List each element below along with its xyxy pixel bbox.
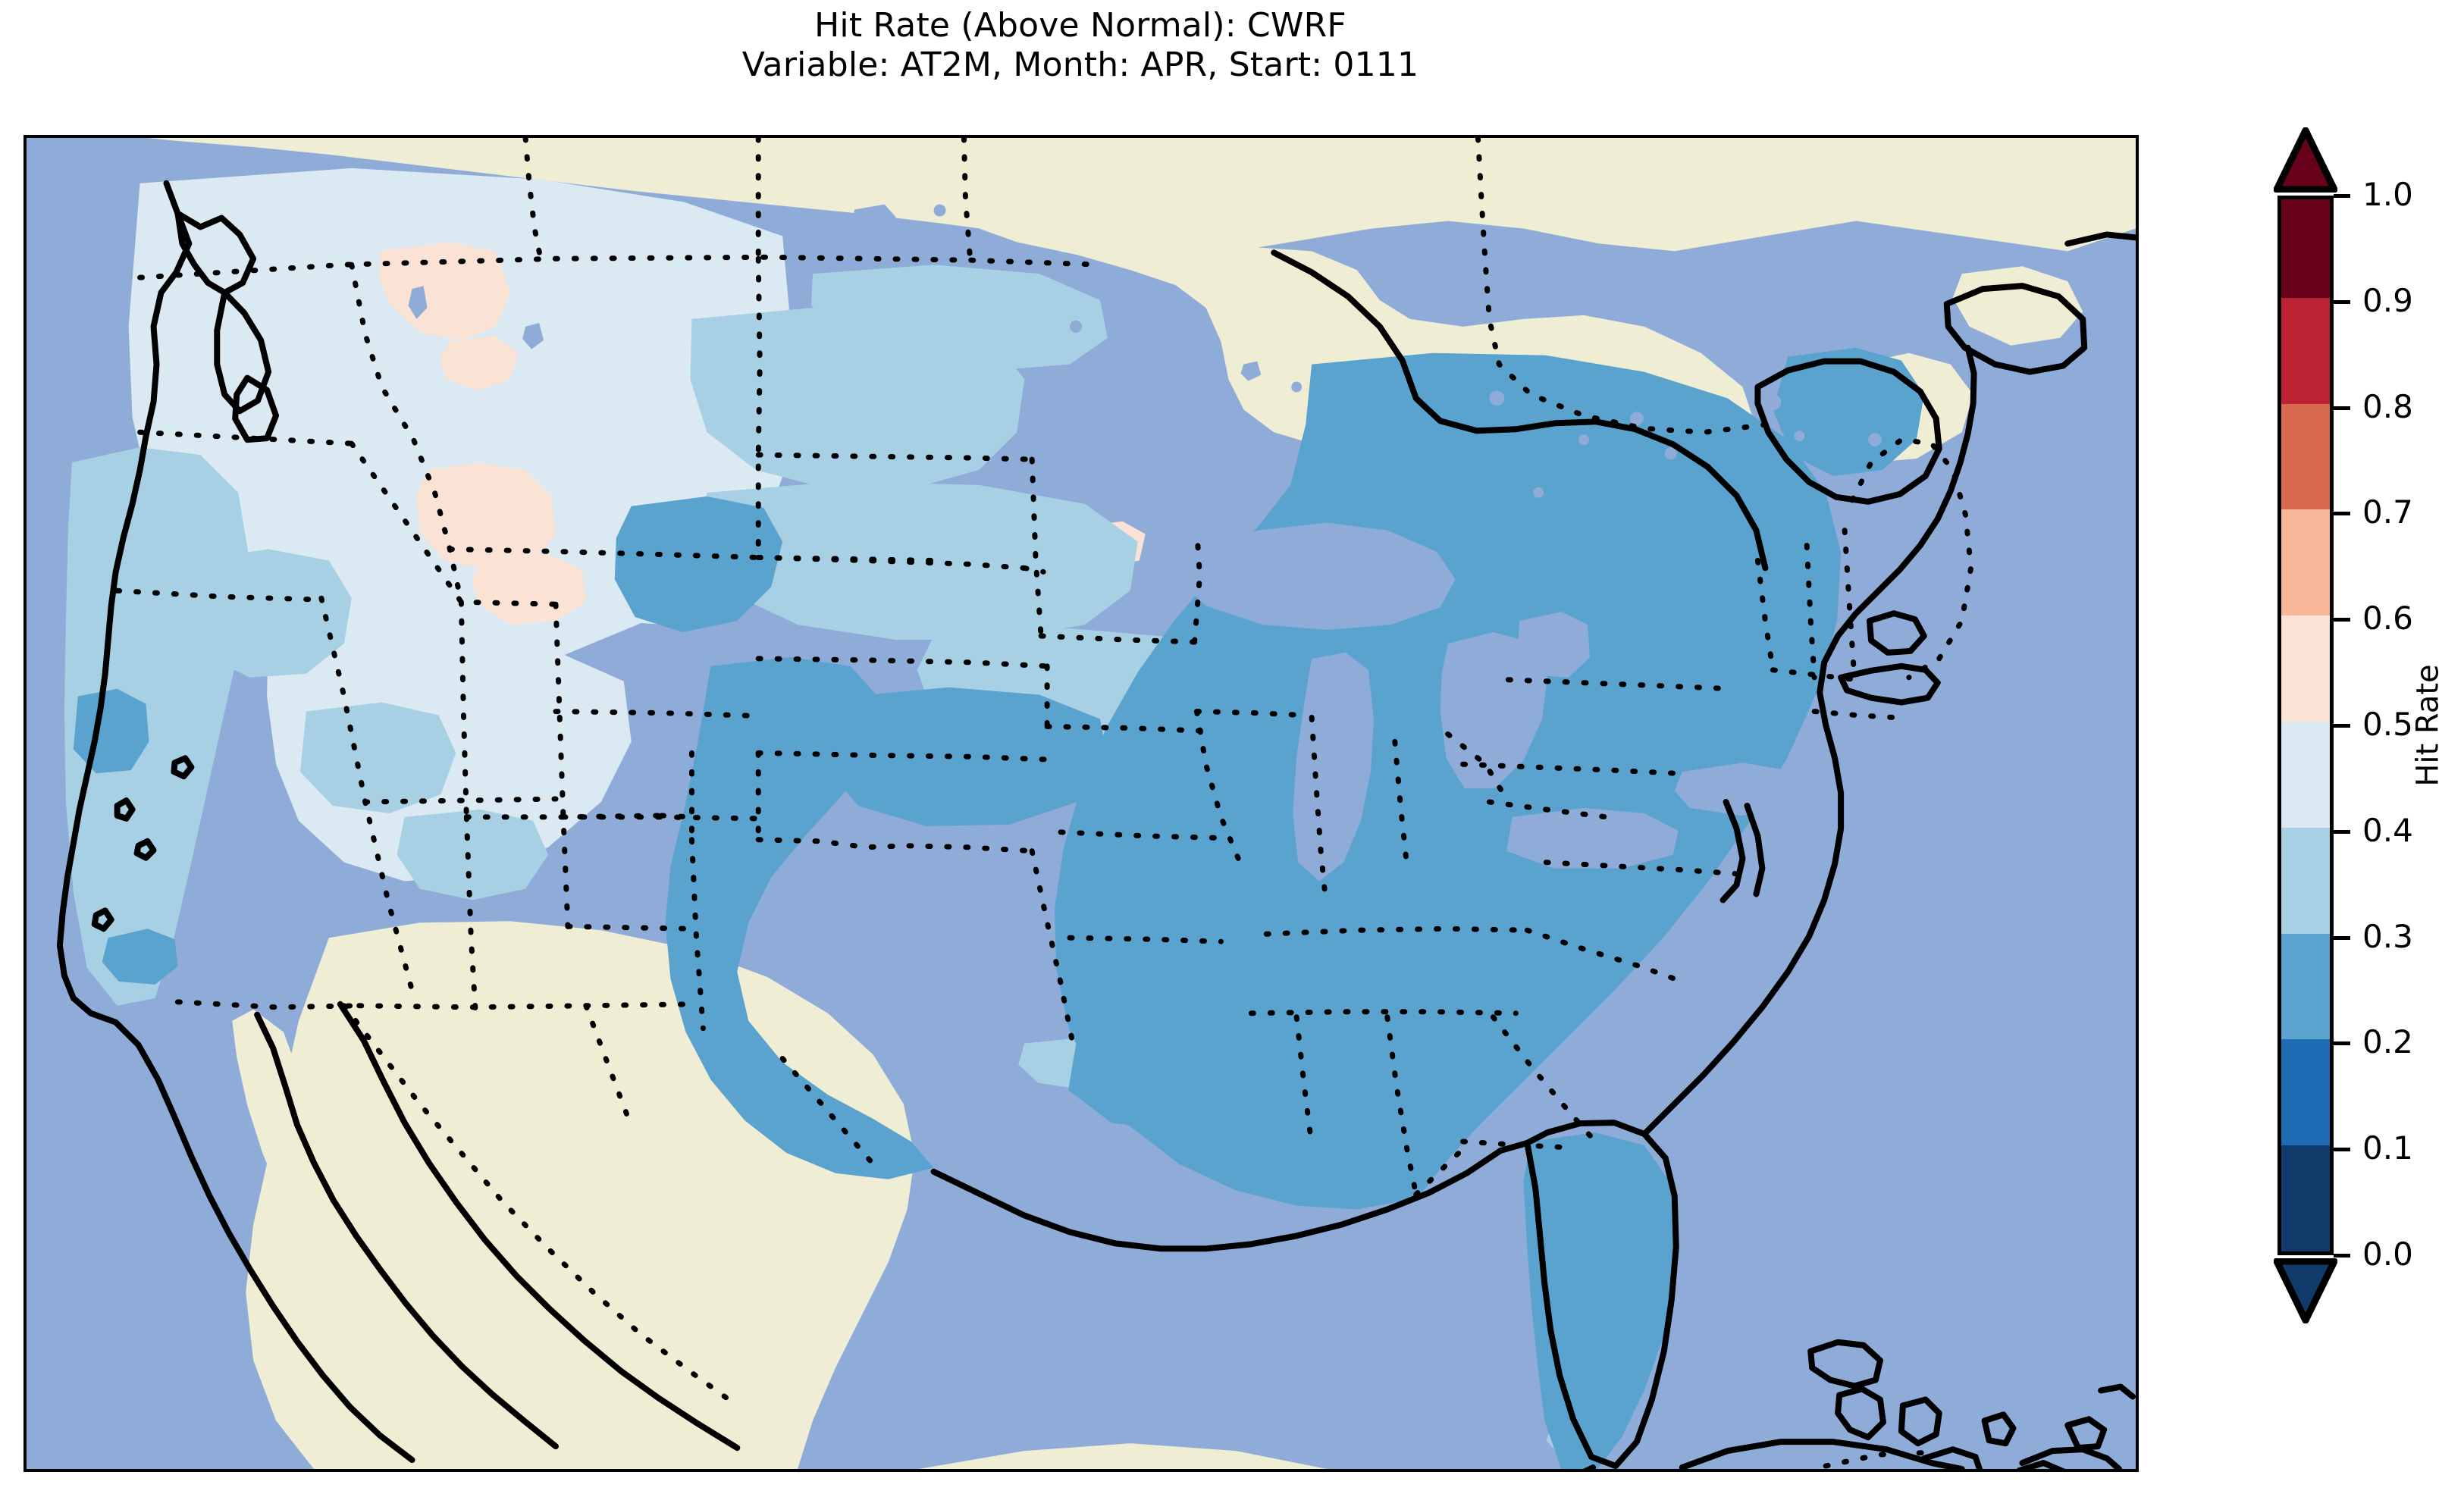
tick-mark-icon	[2334, 512, 2350, 516]
colorbar-tick-label: 0.9	[2362, 281, 2413, 319]
colorbar	[2274, 127, 2337, 1323]
data-layer-hit-rate	[64, 168, 1924, 1469]
colorbar-ticks: 0.0 0.1 0.2 0.3 0.4 0.5 0.6 0.7 0.8 0.9 1.0	[2334, 176, 2464, 1273]
colorbar-bands	[2277, 196, 2334, 1255]
colorbar-tick-label: 0.5	[2362, 706, 2413, 743]
colorbar-over-arrow	[2274, 127, 2337, 193]
colorbar-tick-label: 0.7	[2362, 493, 2413, 531]
tick-mark-icon	[2334, 829, 2350, 834]
colorbar-band-0	[2281, 1145, 2330, 1251]
colorbar-tick-label: 0.4	[2362, 811, 2413, 849]
tick-mark-icon	[2334, 194, 2350, 198]
colorbar-band-8	[2281, 296, 2330, 404]
title-line-2: Variable: AT2M, Month: APR, Start: 0111	[741, 45, 1419, 84]
colorbar-tick-label: 0.0	[2362, 1236, 2413, 1273]
colorbar-band-1	[2281, 1038, 2330, 1146]
colorbar-band-2	[2281, 932, 2330, 1040]
colorbar-under-arrow	[2274, 1258, 2337, 1323]
colorbar-tick-label: 0.6	[2362, 600, 2413, 637]
colorbar-band-6	[2281, 509, 2330, 616]
tick-mark-icon	[2334, 724, 2350, 728]
map-canvas	[27, 138, 2136, 1469]
tick-mark-icon	[2334, 1254, 2350, 1258]
colorbar-tick-label: 1.0	[2362, 176, 2413, 213]
colorbar-band-7	[2281, 402, 2330, 510]
tick-mark-icon	[2334, 406, 2350, 410]
tick-mark-icon	[2334, 935, 2350, 940]
colorbar-label: Hit Rate	[2402, 196, 2455, 1255]
tick-mark-icon	[2334, 299, 2350, 304]
political-borders	[114, 138, 1974, 1469]
colorbar-label-text: Hit Rate	[2411, 664, 2446, 787]
colorbar-tick-label: 0.1	[2362, 1129, 2413, 1167]
colorbar-band-5	[2281, 615, 2330, 722]
tick-mark-icon	[2334, 618, 2350, 622]
map-plot	[27, 138, 2136, 1469]
tick-mark-icon	[2334, 1041, 2350, 1046]
colorbar-tick-label: 0.3	[2362, 917, 2413, 955]
map-axes	[24, 135, 2139, 1472]
coastlines	[56, 180, 2136, 1469]
figure-title: Hit Rate (Above Normal): CWRF Variable: …	[0, 6, 2161, 85]
colorbar-tick-label: 0.8	[2362, 387, 2413, 425]
colorbar-tick-label: 0.2	[2362, 1023, 2413, 1061]
colorbar-band-4	[2281, 721, 2330, 828]
tick-mark-icon	[2334, 1148, 2350, 1152]
great-lakes-layer	[408, 204, 1882, 882]
colorbar-band-3	[2281, 826, 2330, 934]
title-line-1: Hit Rate (Above Normal): CWRF	[814, 6, 1346, 45]
colorbar-band-9	[2281, 199, 2330, 298]
